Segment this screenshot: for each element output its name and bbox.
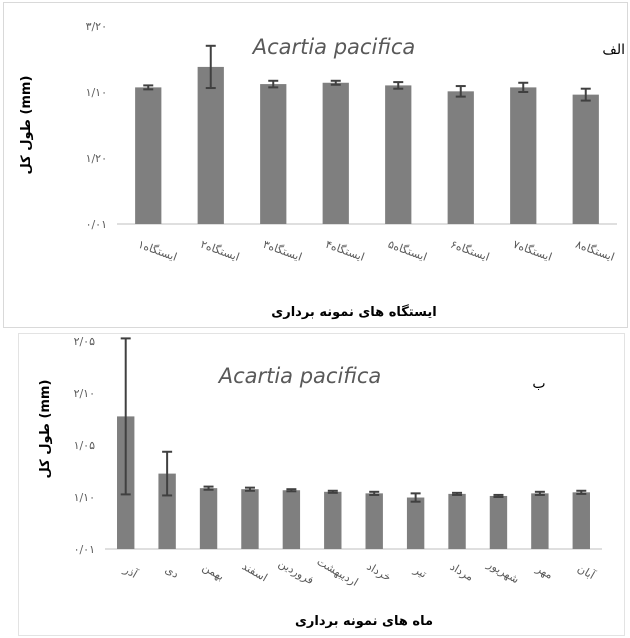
chart-1-xtick-label: خرداد — [365, 560, 394, 584]
chart-1-ytick-label: ۱/۰۵ — [74, 439, 96, 452]
chart-a-xlabel: ایستگاه های نمونه برداری — [271, 304, 436, 320]
chart-0-ytick-label: ۳/۲۰ — [86, 20, 107, 33]
chart-b-xlabel: ماه های نمونه برداری — [295, 614, 433, 629]
chart-0-xtick-label: ایستگاه۸ — [574, 238, 616, 264]
chart-a-svg: Acartia pacifica الف طول کل (mm) ایستگاه… — [19, 20, 625, 320]
chart-1-xtick-label: بهمن — [200, 561, 226, 584]
chart-1-xtick-label: مرداد — [448, 560, 476, 584]
chart-1-ytick-label: ۱/۱۰ — [74, 491, 95, 504]
chart-0-xtick-label: ایستگاه۲ — [199, 238, 241, 264]
chart-1-xtick-label: آبان — [575, 561, 598, 582]
chart-b-svg: Acartia pacifica ب طول کل (mm) ماه های ن… — [38, 335, 602, 629]
chart-0-xtick-label: ایستگاه۳ — [261, 238, 303, 264]
chart-1-ytick-label: ۲/۰۵ — [74, 335, 96, 348]
chart-1-ytick-label: ۰/۰۱ — [74, 543, 95, 556]
chart-1-xtick-label: شهریور — [484, 557, 521, 586]
chart-0-xtick-label: ایستگاه۶ — [449, 238, 491, 264]
chart-1-bar — [324, 491, 342, 549]
chart-1-bar — [406, 497, 425, 549]
chart-0-bar — [385, 85, 412, 225]
chart-panel-a: Acartia pacifica الف طول کل (mm) ایستگاه… — [3, 2, 628, 328]
chart-0-bar — [135, 87, 162, 224]
chart-0-bar — [260, 84, 287, 224]
chart-b-title: Acartia pacifica — [217, 364, 382, 388]
chart-b-panel-label: ب — [532, 376, 545, 392]
chart-1-bar — [241, 489, 259, 549]
chart-1-xtick-label: اسفند — [240, 560, 270, 585]
chart-1-xtick-label: مهر — [533, 562, 555, 582]
chart-a-title: Acartia pacifica — [251, 35, 416, 59]
chart-0-xtick-label: ایستگاه۱ — [136, 238, 178, 264]
chart-0-bar — [572, 94, 599, 224]
chart-1-bar — [282, 490, 301, 549]
chart-1-bar — [199, 488, 218, 549]
chart-0-bar — [510, 87, 537, 224]
chart-1-bar — [572, 492, 590, 549]
chart-1-xtick-label: دی — [163, 563, 181, 581]
chart-1-xtick-label: فروردین — [276, 557, 316, 587]
chart-0-xtick-label: ایستگاه۴ — [324, 238, 366, 264]
chart-1-xtick-label: اردیبهشت — [315, 555, 361, 589]
chart-1-bar — [448, 493, 466, 549]
chart-a-ylabel: طول کل (mm) — [19, 76, 34, 175]
chart-0-xtick-label: ایستگاه۵ — [386, 238, 428, 264]
chart-1-ytick-label: ۲/۱۰ — [74, 387, 95, 400]
chart-1-xtick-label: آذر — [121, 562, 141, 582]
chart-panel-b: Acartia pacifica ب طول کل (mm) ماه های ن… — [18, 333, 625, 636]
chart-0-xtick-label: ایستگاه۷ — [511, 238, 553, 264]
chart-1-bar — [489, 495, 508, 549]
chart-0-ytick-label: ۱/۱۰ — [86, 86, 107, 99]
chart-0-bar — [447, 91, 474, 224]
chart-0-ytick-label: ۰/۰۱ — [86, 218, 107, 231]
chart-1-xtick-label: تیر — [411, 563, 429, 581]
chart-0-bar — [322, 82, 349, 224]
chart-a-panel-label: الف — [602, 42, 625, 58]
chart-0-ytick-label: ۱/۲۰ — [86, 152, 107, 165]
chart-1-bar — [531, 493, 549, 549]
chart-0-bar — [197, 66, 224, 224]
chart-1-bar — [365, 493, 383, 549]
chart-b-ylabel: طول کل (mm) — [38, 380, 53, 479]
chart-1-bar — [158, 473, 176, 549]
